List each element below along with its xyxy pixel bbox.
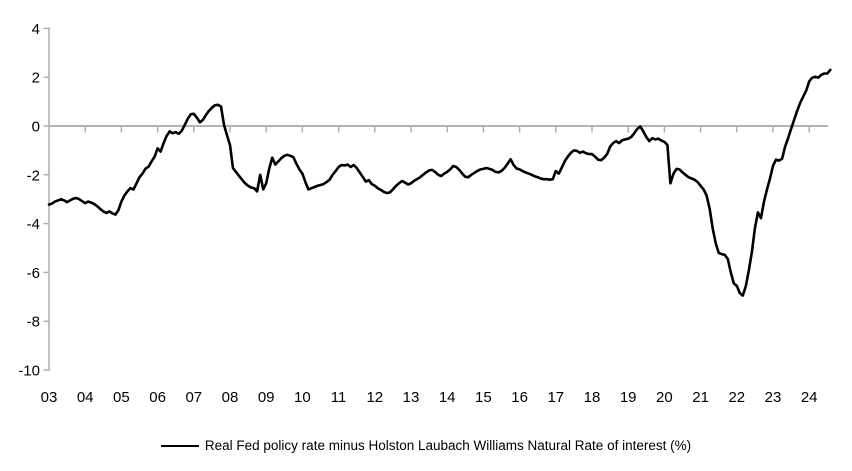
x-axis-tick-label: 20 <box>656 389 673 406</box>
y-axis-tick-label: -10 <box>18 363 40 380</box>
x-axis-tick-label: 04 <box>77 389 94 406</box>
y-axis-tick-label: -6 <box>27 265 40 282</box>
x-axis-tick-label: 19 <box>620 389 637 406</box>
legend-label: Real Fed policy rate minus Holston Lauba… <box>204 438 692 453</box>
x-axis-tick-label: 03 <box>41 389 58 406</box>
y-axis-tick-label: -2 <box>27 167 40 184</box>
x-axis-tick-label: 14 <box>439 389 456 406</box>
x-axis-tick-label: 11 <box>331 389 347 406</box>
legend: Real Fed policy rate minus Holston Lauba… <box>0 438 852 453</box>
y-axis-tick-label: 0 <box>32 119 40 136</box>
y-axis-tick-label: 2 <box>32 70 40 87</box>
x-axis-tick-label: 13 <box>403 389 420 406</box>
x-axis-tick-label: 09 <box>258 389 275 406</box>
x-axis-tick-label: 16 <box>511 389 528 406</box>
series-line <box>47 68 832 297</box>
legend-line-sample <box>160 444 199 447</box>
x-axis-tick-label: 22 <box>728 389 745 406</box>
x-axis-tick-label: 12 <box>366 389 383 406</box>
x-axis-tick-label: 21 <box>692 389 709 406</box>
x-axis-tick-label: 06 <box>149 389 166 406</box>
x-axis-tick-label: 08 <box>222 389 239 406</box>
x-axis-tick-label: 17 <box>547 389 564 406</box>
y-axis-tick-label: -8 <box>27 314 40 331</box>
x-axis-tick-label: 05 <box>113 389 130 406</box>
x-axis-tick-label: 24 <box>801 389 818 406</box>
x-axis-tick-label: 18 <box>584 389 601 406</box>
x-axis-tick-label: 23 <box>765 389 782 406</box>
y-axis-tick-label: 4 <box>32 21 40 38</box>
x-axis-tick-label: 07 <box>185 389 202 406</box>
y-axis-tick-label: -4 <box>27 216 40 233</box>
x-axis-tick-label: 15 <box>475 389 492 406</box>
x-axis-tick-label: 10 <box>294 389 311 406</box>
